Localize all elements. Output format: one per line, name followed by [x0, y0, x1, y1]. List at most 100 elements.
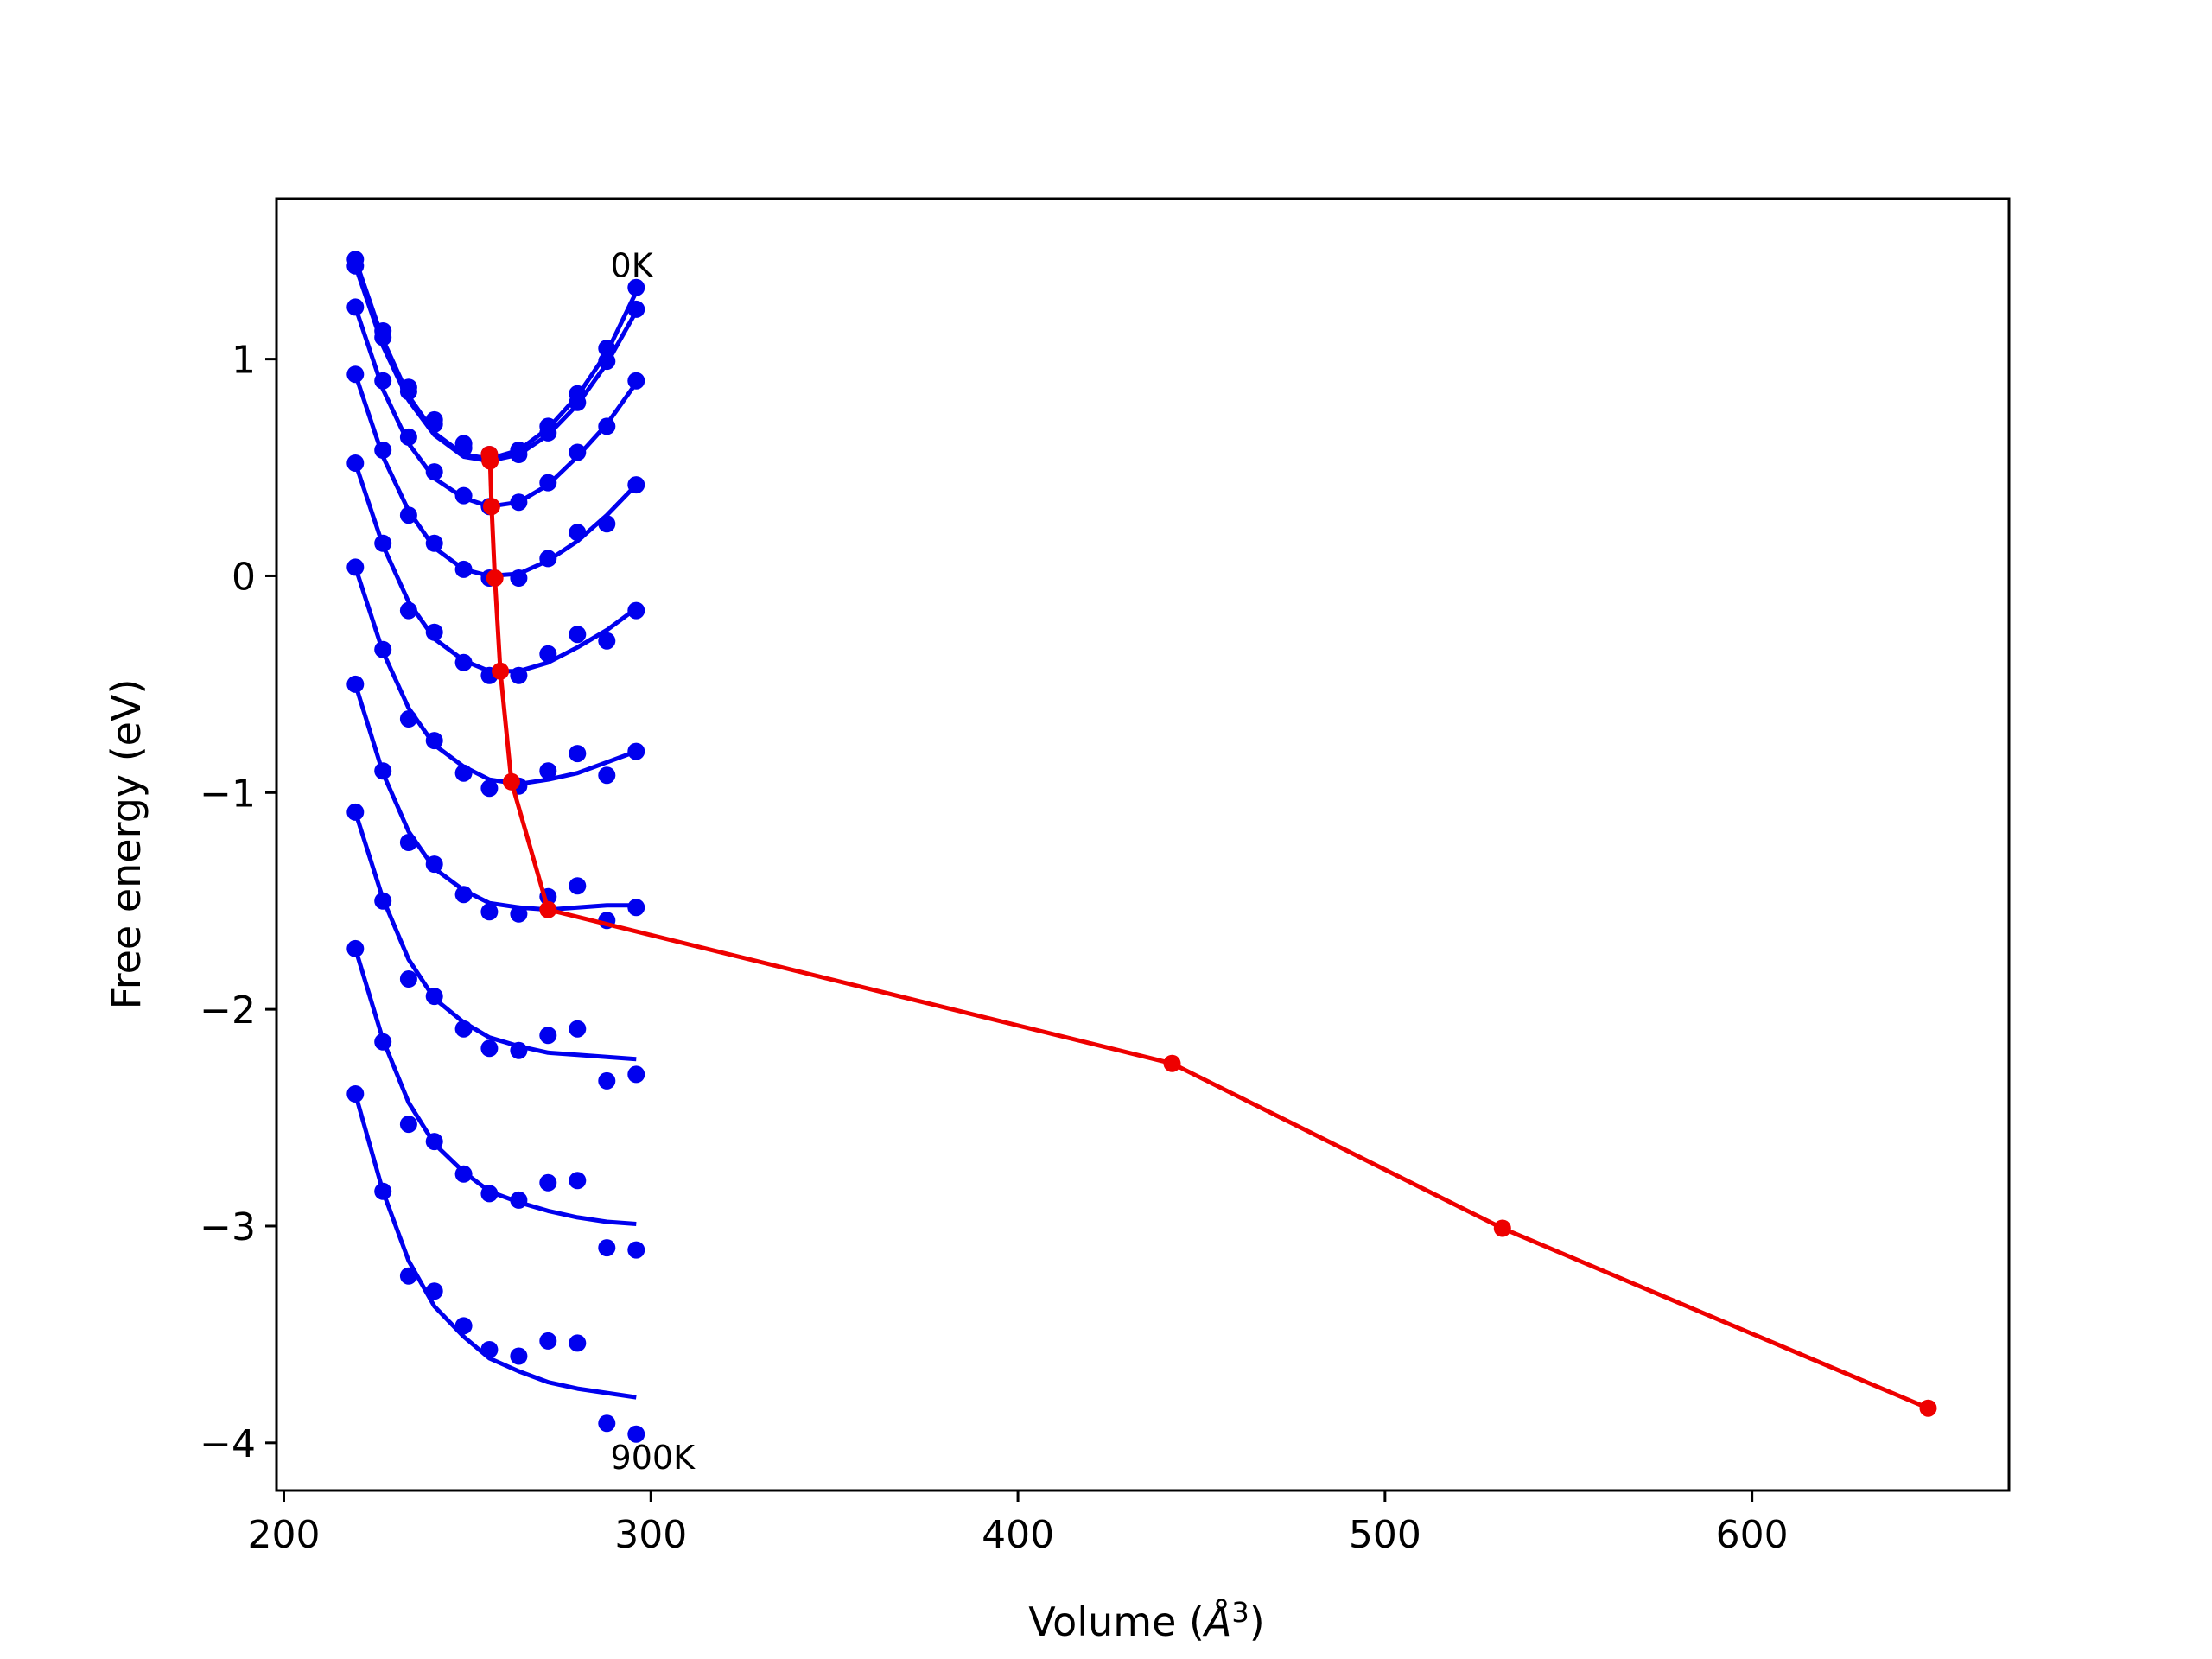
isotherm-point-5-1: [374, 640, 392, 658]
isotherm-point-8-8: [569, 1172, 587, 1190]
isotherm-point-6-5: [480, 903, 499, 921]
isotherm-point-5-2: [399, 710, 417, 728]
isotherm-point-7-10: [627, 1065, 645, 1084]
isotherm-point-8-9: [598, 1239, 616, 1257]
isotherm-point-4-6: [510, 666, 528, 684]
x-tick-label-3: 500: [1349, 1513, 1421, 1557]
isotherm-point-0-10: [627, 278, 645, 296]
y-tick-label-2: −1: [200, 772, 256, 816]
minimum-path-point-7: [1163, 1054, 1181, 1072]
y-axis: 1 0 −1 −2 −3 −4: [200, 339, 276, 1466]
isotherm-point-9-1: [374, 1182, 392, 1200]
isotherm-point-7-6: [510, 1041, 528, 1059]
isotherm-point-4-8: [569, 626, 587, 644]
isotherm-point-5-5: [480, 779, 499, 798]
isotherm-point-1-7: [539, 423, 557, 442]
isotherm-fit-5: [353, 566, 638, 786]
isotherm-point-6-6: [510, 905, 528, 923]
isotherm-point-6-1: [374, 762, 392, 780]
isotherm-point-4-0: [346, 454, 365, 472]
isotherm-point-1-4: [454, 439, 473, 457]
minimum-path-point-4: [492, 662, 510, 680]
isotherm-point-2-10: [627, 372, 645, 390]
isotherm-point-4-10: [627, 601, 645, 620]
isotherm-point-6-2: [399, 834, 417, 851]
isotherm-point-5-8: [569, 745, 587, 763]
isotherm-point-8-1: [374, 1033, 392, 1051]
isotherm-point-4-4: [454, 653, 473, 671]
annotations: 0K 900K: [611, 246, 696, 1477]
isotherm-point-8-0: [346, 939, 365, 957]
isotherm-point-1-2: [399, 383, 417, 401]
isotherm-point-8-10: [627, 1241, 645, 1259]
isotherm-point-8-7: [539, 1173, 557, 1192]
isotherm-point-6-4: [454, 886, 473, 904]
axes-frame: [275, 197, 2011, 1492]
isotherm-point-8-3: [425, 1133, 443, 1151]
minimum-path-point-3: [486, 569, 504, 587]
isotherm-point-8-5: [480, 1185, 499, 1203]
isotherm-point-9-7: [539, 1332, 557, 1350]
y-axis-label: Free energy (eV): [103, 679, 149, 1010]
x-tick-label-1: 300: [614, 1513, 687, 1557]
annotation-0: 0K: [611, 246, 654, 284]
isotherm-point-8-2: [399, 1116, 417, 1134]
isotherm-point-4-7: [539, 645, 557, 663]
isotherm-point-5-4: [454, 764, 473, 782]
isotherm-fit-6: [353, 683, 637, 912]
isotherm-point-1-6: [510, 446, 528, 463]
isotherm-point-5-0: [346, 558, 365, 576]
isotherm-point-1-3: [425, 415, 443, 433]
isotherm-point-1-10: [627, 300, 645, 318]
x-axis: 200 300 400 500 600: [248, 1491, 1789, 1557]
isotherm-point-9-3: [425, 1282, 443, 1300]
isotherm-point-3-3: [425, 534, 443, 552]
y-tick-label-1: 0: [232, 555, 256, 599]
isotherm-point-4-1: [374, 534, 392, 552]
isotherm-point-7-4: [454, 1020, 473, 1038]
isotherm-point-1-9: [598, 353, 616, 371]
isotherm-point-4-3: [425, 623, 443, 641]
isotherm-point-3-2: [399, 506, 417, 524]
isotherm-point-2-7: [539, 474, 557, 492]
isotherm-point-1-0: [346, 257, 365, 275]
isotherm-point-9-6: [510, 1347, 528, 1365]
minimum-path-point-8: [1493, 1219, 1511, 1237]
y-tick-label-5: −4: [200, 1422, 256, 1466]
isotherm-point-5-10: [627, 742, 645, 760]
isotherm-point-3-10: [627, 476, 645, 494]
x-tick-label-4: 600: [1716, 1513, 1789, 1557]
minimum-path-line: [486, 454, 1929, 1411]
isotherm-point-6-10: [627, 899, 645, 917]
minimum-path-point-5: [502, 772, 520, 791]
isotherm-point-3-7: [539, 550, 557, 568]
isotherm-point-9-5: [480, 1341, 499, 1358]
isotherm-point-9-0: [346, 1085, 365, 1103]
isotherm-point-9-8: [569, 1334, 587, 1352]
isotherm-point-3-9: [598, 515, 616, 533]
isotherm-point-6-0: [346, 675, 365, 693]
isotherm-point-7-0: [346, 803, 365, 821]
isotherm-point-7-3: [425, 988, 443, 1006]
isotherm-point-6-8: [569, 877, 587, 895]
isotherm-point-8-6: [510, 1191, 528, 1209]
isotherm-point-3-4: [454, 560, 473, 578]
isotherm-fit-7: [353, 811, 637, 1062]
isotherm-point-9-2: [399, 1267, 417, 1285]
isotherm-point-2-9: [598, 417, 616, 435]
y-tick-label-4: −3: [200, 1205, 256, 1249]
isotherm-point-2-0: [346, 298, 365, 316]
x-tick-label-0: 200: [248, 1513, 321, 1557]
isotherm-point-1-1: [374, 328, 392, 346]
isotherm-point-5-3: [425, 732, 443, 750]
isotherm-point-3-1: [374, 442, 392, 459]
isotherm-point-2-2: [399, 428, 417, 446]
minimum-path-point-6: [539, 900, 557, 918]
minimum-path-point-2: [482, 498, 500, 516]
isotherm-point-7-2: [399, 970, 417, 988]
isotherm-point-4-2: [399, 601, 417, 620]
isotherm-point-7-8: [569, 1020, 587, 1038]
annotation-1: 900K: [611, 1439, 696, 1477]
